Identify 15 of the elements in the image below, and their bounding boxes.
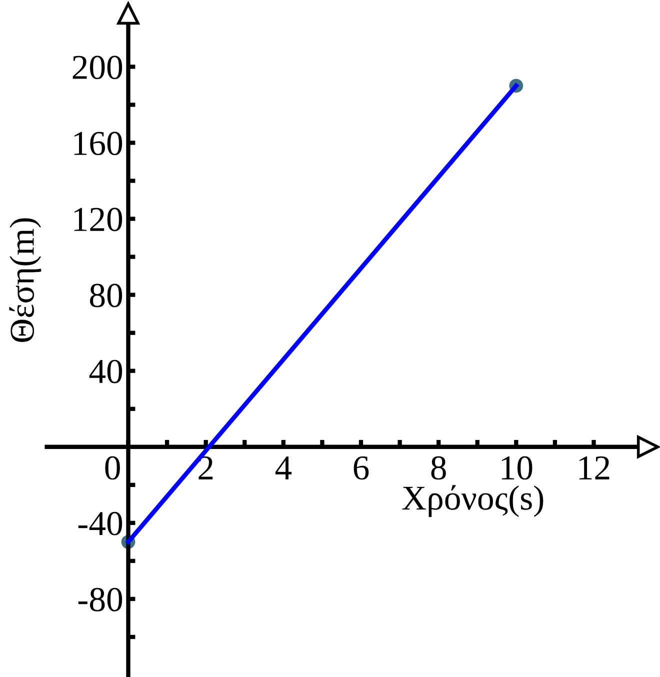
x-tick-label: 8 [431, 456, 446, 480]
x-tick-label: 4 [275, 456, 292, 480]
y-tick-label: 160 [74, 132, 122, 156]
y-tick-label: -40 [78, 512, 122, 536]
y-tick-label: 200 [72, 56, 122, 80]
x-tick-label: 12 [579, 456, 610, 480]
y-tick-label: -80 [78, 588, 122, 612]
x-tick-label: 10 [502, 456, 532, 480]
y-tick-label: 80 [90, 284, 122, 308]
y-axis-title: Θέση(m) [9, 218, 42, 342]
y-tick-label: 120 [74, 208, 122, 232]
y-tick-label: 40 [89, 360, 122, 384]
x-tick-label: 6 [354, 456, 369, 480]
x-tick-label: 0 [105, 456, 120, 480]
x-axis-title: Χρόνος(s) [402, 485, 544, 517]
